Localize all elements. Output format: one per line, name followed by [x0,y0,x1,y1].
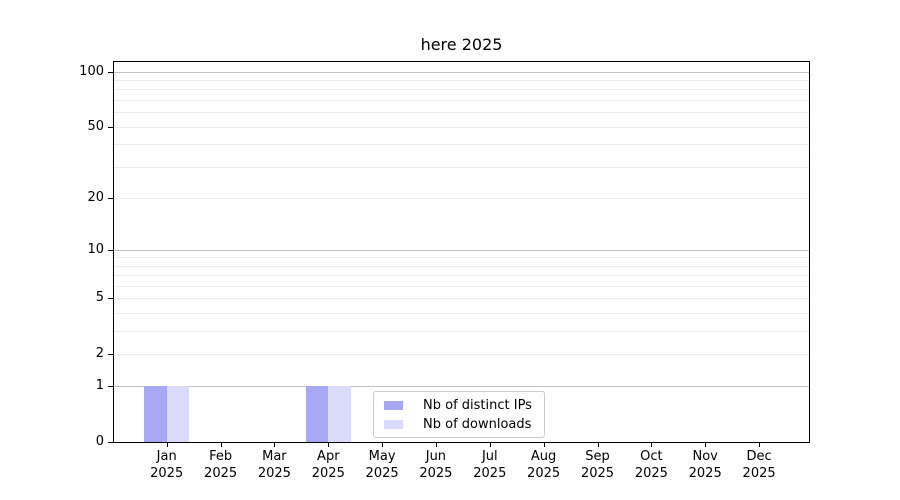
gridline-minor [114,126,809,128]
y-tick-label-1: 1 [95,378,104,394]
bar-nb-of-distinct-ips-jan [144,386,167,442]
gridline-major [114,249,809,251]
gridline-major [114,386,809,388]
gridline-major [114,71,809,73]
y-tick-mark-100 [108,71,113,73]
y-tick-mark-10 [108,249,113,251]
x-tick-label-mar: Mar 2025 [242,448,306,482]
x-tick-month: Dec [746,449,772,464]
x-tick-year: 2025 [742,466,776,481]
legend-swatch-downloads [384,420,403,429]
gridline-minor [114,265,809,267]
x-tick-year: 2025 [419,466,453,481]
x-tick-label-feb: Feb 2025 [189,448,253,482]
y-tick-label-20: 20 [87,189,104,205]
y-tick-mark-1 [108,386,113,388]
gridline-minor [114,312,809,314]
x-tick-label-dec: Dec 2025 [727,448,791,482]
x-tick-mark-jun [435,443,437,447]
legend-item-distinct-ips: Nb of distinct IPs [384,396,544,415]
legend-label-distinct-ips: Nb of distinct IPs [423,398,532,413]
y-tick-mark-0 [108,442,113,443]
x-tick-mark-nov [705,443,707,447]
legend: Nb of distinct IPs Nb of downloads [373,391,545,438]
x-tick-mark-apr [328,443,330,447]
legend-swatch-distinct-ips [384,401,403,410]
x-tick-mark-jul [489,443,491,447]
x-tick-month: Nov [692,449,718,464]
y-tick-mark-2 [108,353,113,355]
x-tick-month: Aug [530,449,557,464]
x-tick-year: 2025 [688,466,722,481]
plot-area: Nb of distinct IPs Nb of downloads [113,61,810,443]
gridline-minor [114,197,809,199]
x-tick-year: 2025 [150,466,184,481]
legend-item-downloads: Nb of downloads [384,415,544,434]
y-tick-label-10: 10 [87,241,104,257]
y-tick-label-0: 0 [95,434,104,449]
y-tick-label-5: 5 [95,290,104,306]
gridline-minor [114,89,809,91]
gridline-minor [114,80,809,82]
x-tick-label-sep: Sep 2025 [566,448,630,482]
x-tick-mark-oct [651,443,653,447]
x-tick-month: Jun [425,449,447,464]
x-tick-year: 2025 [365,466,399,481]
chart-title: here 2025 [420,35,503,54]
x-tick-year: 2025 [473,466,507,481]
x-tick-label-jul: Jul 2025 [458,448,522,482]
x-tick-year: 2025 [311,466,345,481]
x-tick-mark-feb [220,443,222,447]
x-tick-mark-may [382,443,384,447]
x-tick-year: 2025 [634,466,668,481]
x-tick-label-aug: Aug 2025 [512,448,576,482]
x-tick-label-may: May 2025 [350,448,414,482]
x-tick-year: 2025 [527,466,561,481]
gridline-minor [114,257,809,259]
bar-nb-of-downloads-apr [328,386,351,442]
y-tick-mark-5 [108,298,113,300]
x-tick-label-oct: Oct 2025 [619,448,683,482]
gridline-minor [114,100,809,101]
y-tick-mark-50 [108,126,113,128]
y-tick-label-2: 2 [95,345,104,361]
x-tick-month: Feb [209,449,233,464]
x-tick-mark-dec [759,443,761,447]
x-tick-mark-sep [597,443,599,447]
gridline-minor [114,353,809,355]
x-tick-year: 2025 [204,466,238,481]
x-tick-year: 2025 [257,466,291,481]
x-tick-mark-mar [274,443,276,447]
x-tick-mark-jan [166,443,168,447]
x-tick-month: Jan [156,449,177,464]
y-tick-label-100: 100 [79,63,104,79]
x-tick-month: Mar [262,449,287,464]
gridline-minor [114,330,809,332]
x-tick-label-jun: Jun 2025 [404,448,468,482]
x-tick-label-nov: Nov 2025 [673,448,737,482]
bar-nb-of-distinct-ips-apr [305,386,329,442]
bar-nb-of-downloads-jan [166,386,190,442]
gridline-minor [114,112,809,114]
x-tick-mark-aug [543,443,545,447]
gridline-minor [114,285,809,287]
x-tick-label-apr: Apr 2025 [296,448,360,482]
gridline-minor [114,166,809,168]
x-tick-month: Oct [640,449,663,464]
x-tick-month: Sep [585,449,610,464]
x-tick-month: May [368,449,396,464]
x-tick-label-jan: Jan 2025 [135,448,199,482]
y-tick-label-50: 50 [87,118,104,134]
x-tick-month: Jul [481,449,498,464]
gridline-minor [114,298,809,300]
gridline-minor [114,144,809,145]
x-tick-month: Apr [317,449,340,464]
x-tick-year: 2025 [580,466,615,481]
gridline-minor [114,275,809,277]
y-tick-mark-20 [108,197,113,199]
legend-label-downloads: Nb of downloads [423,417,532,432]
